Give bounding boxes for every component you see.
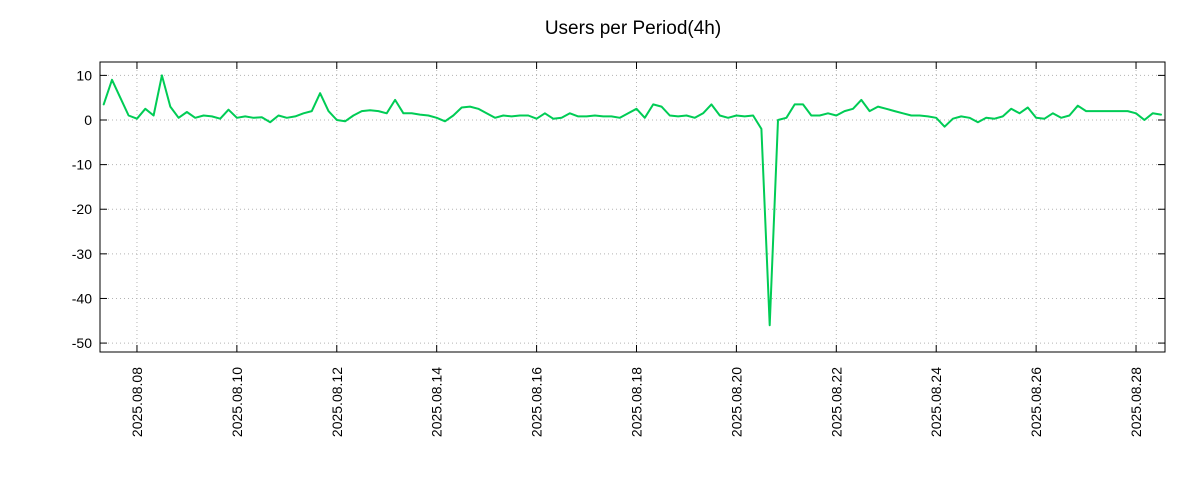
x-axis-tick-label: 2025.08.20 [728, 367, 744, 437]
grid-layer [100, 62, 1165, 352]
data-line-users-per-4h [102, 74, 1162, 327]
y-axis-tick-label: -50 [72, 335, 92, 351]
series-layer [102, 74, 1162, 327]
y-axis-tick-label: 0 [84, 112, 92, 128]
plot-border [99, 61, 1166, 353]
x-axis-tick-label: 2025.08.12 [329, 367, 345, 437]
x-axis-tick-label: 2025.08.10 [229, 367, 245, 437]
x-axis-tick-label: 2025.08.24 [928, 367, 944, 437]
y-axis-tick-label: 10 [76, 67, 92, 83]
x-axis-tick-label: 2025.08.16 [529, 367, 545, 437]
axis-layer: 2025.08.08 2025.08.10 2025.08.12 2025.08.14… [72, 61, 1166, 437]
y-axis-tick-label: -10 [72, 157, 92, 173]
x-axis-tick-label: 2025.08.22 [828, 367, 844, 437]
y-axis-tick-label: -20 [72, 201, 92, 217]
x-axis-tick-label: 2025.08.18 [628, 367, 644, 437]
y-axis-tick-label: -30 [72, 246, 92, 262]
x-axis-tick-label: 2025.08.28 [1128, 367, 1144, 437]
x-axis-tick-label: 2025.08.08 [129, 367, 145, 437]
x-axis-tick-label: 2025.08.14 [429, 367, 445, 437]
chart-title: Users per Period(4h) [545, 18, 721, 39]
x-axis-tick-label: 2025.08.26 [1028, 367, 1044, 437]
y-axis-tick-label: -40 [72, 290, 92, 306]
